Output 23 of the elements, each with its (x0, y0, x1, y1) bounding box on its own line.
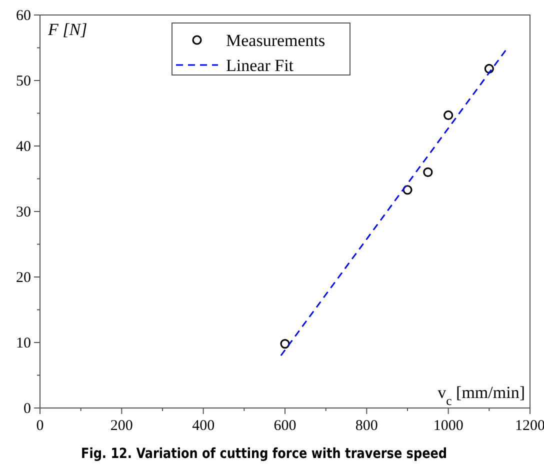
x-tick-label: 0 (36, 418, 44, 434)
point (280, 339, 290, 349)
x-tick-label: 1000 (433, 418, 464, 434)
x-tick-label: 400 (192, 418, 215, 434)
y-tick-label: 0 (24, 401, 31, 417)
y-axis-title: F [N] (47, 20, 88, 39)
y-tick-label: 30 (16, 204, 31, 220)
x-tick-label: 800 (355, 418, 378, 434)
x-axis-title: v$_{c}$ [mm/min] (438, 383, 525, 408)
legend-label: Measurements (226, 31, 326, 50)
y-tick-label: 60 (16, 8, 31, 24)
y-tick-label: 10 (16, 336, 31, 352)
y-tick-label: 40 (16, 139, 31, 155)
text: Fig. 12. Variation of cutting force with traverse speed (80, 446, 448, 462)
point (423, 167, 433, 177)
point (402, 185, 412, 195)
legend-label: Linear Fit (226, 56, 294, 75)
x-tick-label: 600 (274, 418, 296, 434)
y-tick-label: 50 (16, 74, 31, 90)
y-tick-label: 20 (16, 270, 31, 286)
x-tick-label: 200 (110, 418, 133, 434)
point (484, 64, 494, 74)
point (444, 110, 454, 120)
